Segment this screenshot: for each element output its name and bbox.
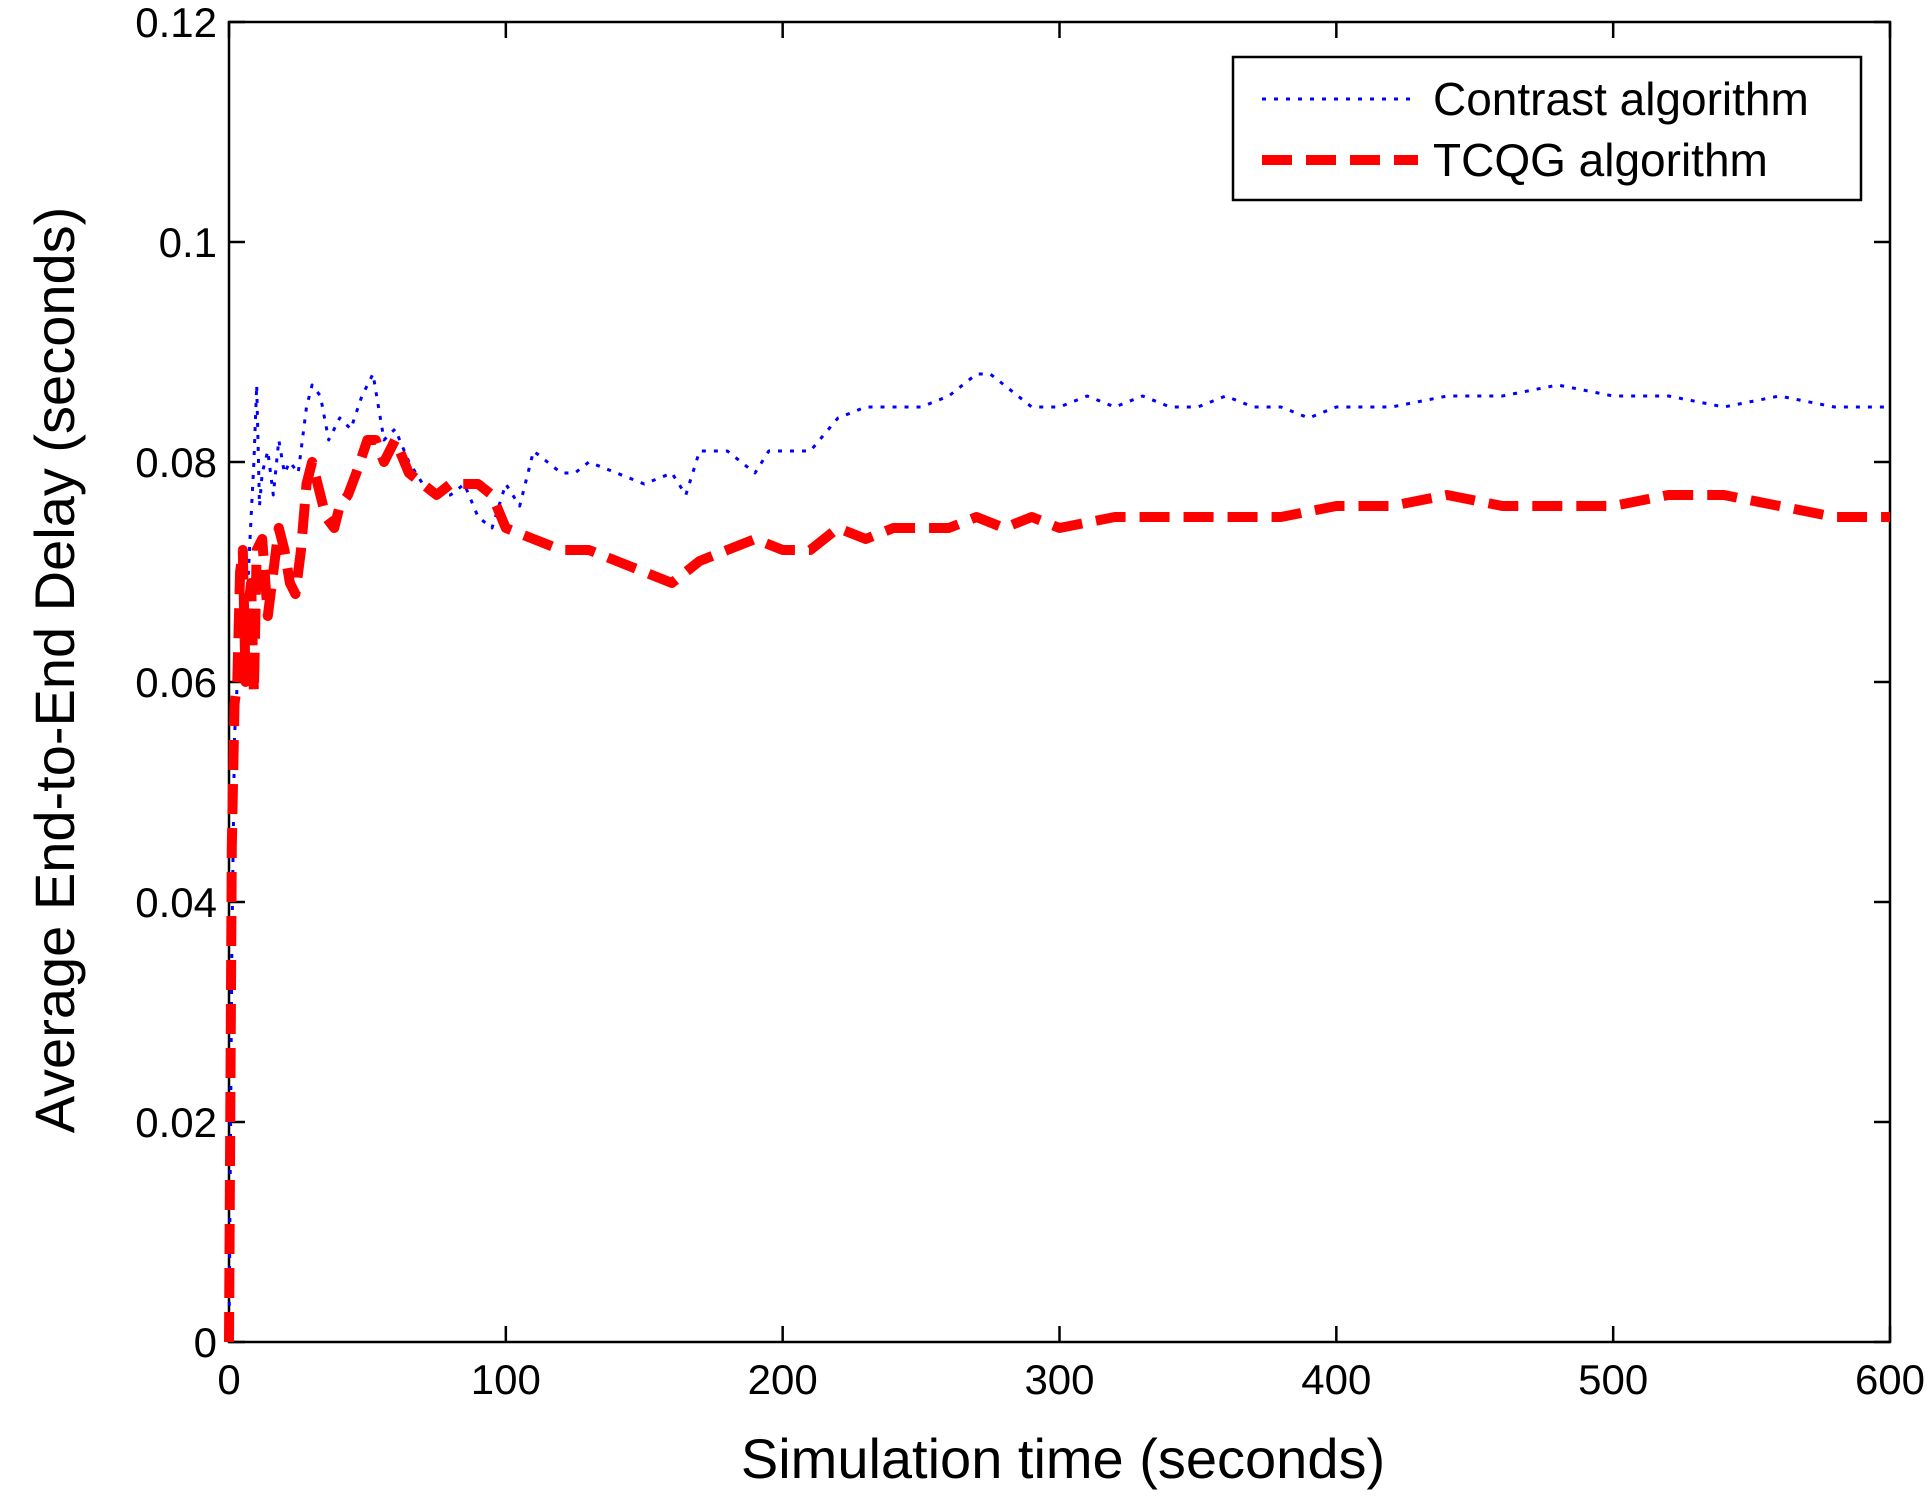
x-tick-label: 300 (1024, 1356, 1094, 1403)
series-layer (224, 372, 1890, 1343)
y-tick-label: 0.12 (135, 0, 217, 46)
x-tick-label: 400 (1301, 1356, 1371, 1403)
x-tick-label: 200 (748, 1356, 818, 1403)
y-tick-label: 0.08 (135, 439, 217, 486)
x-axis-ticks: 0 100 200 300 400 500 600 (217, 22, 1925, 1403)
y-tick-label: 0.04 (135, 879, 217, 926)
y-tick-label: 0 (194, 1319, 217, 1366)
x-tick-label: 100 (471, 1356, 541, 1403)
legend-label-tcqg: TCQG algorithm (1433, 134, 1768, 186)
y-tick-label: 0.02 (135, 1099, 217, 1146)
x-axis-title: Simulation time (seconds) (741, 1427, 1385, 1490)
series-line-contrast (227, 372, 1890, 1343)
legend-label-contrast: Contrast algorithm (1433, 73, 1809, 125)
y-axis-title: Average End-to-End Delay (seconds) (23, 207, 86, 1134)
legend: Contrast algorithm TCQG algorithm (1231, 55, 1863, 202)
y-axis-ticks: 0 0.02 0.04 0.06 0.08 0.1 0.12 (135, 0, 1890, 1366)
legend-box (1231, 55, 1863, 202)
plot-frame (227, 20, 1892, 1344)
y-tick-label: 0.06 (135, 659, 217, 706)
y-tick-label: 0.1 (159, 219, 217, 266)
plot-area (227, 20, 1892, 1344)
x-tick-label: 600 (1855, 1356, 1925, 1403)
x-tick-label: 0 (217, 1356, 240, 1403)
series-line-tcqg (224, 435, 1890, 1343)
x-tick-label: 500 (1578, 1356, 1648, 1403)
